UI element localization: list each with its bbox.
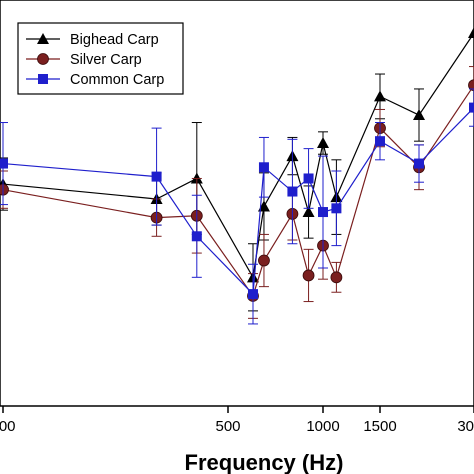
common-carp-point [191,231,202,242]
x-tick-label: 1500 [363,418,396,435]
common-carp-point [318,207,328,218]
silver-carp-point [468,79,474,92]
plot-area [0,27,474,325]
common-carp-line [2,107,474,296]
common-carp-point [151,171,162,182]
common-carp-point [0,158,8,169]
silver-carp-line [2,84,474,298]
legend-bighead-carp-marker [37,33,49,44]
x-tick-label: 1000 [306,418,339,435]
silver-carp-point [302,269,315,282]
common-carp-point [331,203,342,214]
plot-frame [0,0,474,407]
bighead-carp-point [468,27,474,38]
common-carp-point [303,173,314,184]
x-axis: 100 500 1000 1500 3000 [0,406,474,435]
common-carp-point [287,186,298,197]
bighead-carp-point [302,206,315,218]
common-carp-point [258,162,269,173]
legend-silver-carp-marker [37,53,49,65]
x-axis-title: Frequency (Hz) [185,450,344,474]
bighead-carp-line [2,32,474,280]
silver-carp-series [0,66,474,319]
x-tick-label: 3000 [457,418,474,435]
bighead-carp-point [413,109,426,121]
legend: Bighead Carp Silver Carp Common Carp [17,22,184,95]
legend-silver-carp-label: Silver Carp [70,52,142,68]
legend-common-carp-marker [38,74,48,84]
common-carp-point [375,136,385,147]
common-carp-point [247,289,258,300]
x-tick-label: 100 [0,418,16,435]
silver-carp-point [0,183,9,196]
legend-items: Bighead Carp Silver Carp Common Carp [26,32,164,88]
common-carp-series [0,88,474,325]
x-tick-label: 500 [215,418,240,435]
bighead-carp-point [317,137,329,149]
legend-bighead-carp-label: Bighead Carp [70,32,159,48]
common-carp-point [414,158,425,169]
silver-carp-point [330,271,343,284]
common-carp-point [469,102,474,113]
legend-common-carp-label: Common Carp [70,72,164,88]
silver-carp-point [258,254,270,267]
bighead-carp-point [374,90,386,102]
